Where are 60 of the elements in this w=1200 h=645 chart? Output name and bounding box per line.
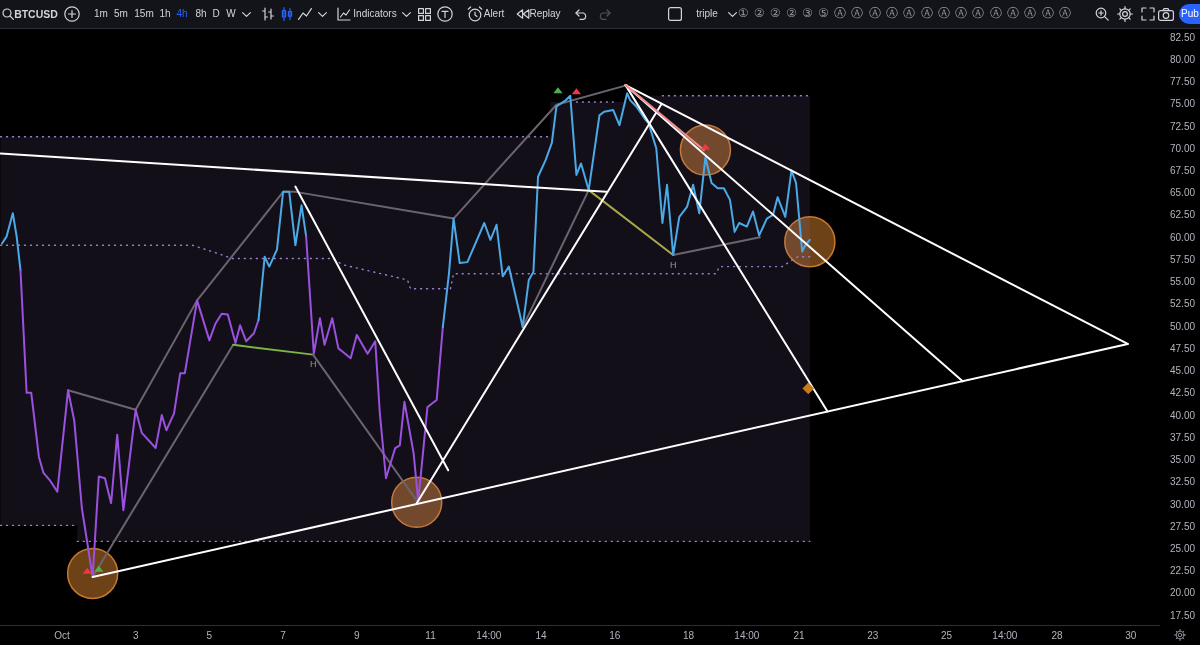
annotation: H [310, 359, 317, 369]
text: 15m [134, 7, 154, 21]
x-tick-label: 7 [280, 630, 287, 641]
y-tick-label: 82.50 [1170, 31, 1196, 43]
annotation: H [670, 260, 677, 270]
x-tick-label: 9 [354, 630, 361, 641]
y-tick-label: 37.50 [1170, 431, 1196, 443]
y-tick-label: 45.00 [1170, 365, 1196, 377]
y-tick-label: 80.00 [1170, 53, 1196, 65]
y-tick-label: 40.00 [1170, 409, 1196, 421]
x-tick-label: 30 [1125, 630, 1137, 641]
text: ①②②②③⑤ⒶⒶⒶⒶⒶⒶⒶⒶⒶⒶⒶⒶⒶⒶ [737, 6, 1077, 20]
y-tick-label: 30.00 [1170, 498, 1196, 510]
y-tick-label: 20.00 [1170, 587, 1196, 599]
text: 4h [176, 7, 188, 21]
y-tick-label: 32.50 [1170, 476, 1196, 488]
x-tick-label: 14:00 [734, 630, 760, 641]
x-tick-label: Oct [54, 630, 70, 641]
text: 1h [159, 7, 171, 21]
text: 1m [94, 7, 108, 21]
text: Replay [529, 7, 561, 21]
x-tick-label: 28 [1051, 630, 1064, 641]
x-tick-label: 14:00 [992, 630, 1018, 641]
y-tick-label: 57.50 [1170, 253, 1196, 265]
text: 8h [195, 7, 207, 21]
x-tick-label: 16 [609, 630, 621, 641]
y-tick-label: 75.00 [1170, 98, 1196, 110]
y-tick-label: 55.00 [1170, 276, 1196, 288]
x-tick-label: 21 [793, 630, 806, 641]
y-tick-label: 25.00 [1170, 543, 1196, 555]
y-tick-label: 35.00 [1170, 454, 1196, 466]
y-tick-label: 52.50 [1170, 298, 1196, 310]
text: BTCUSD [14, 7, 58, 21]
y-tick-label: 17.50 [1170, 609, 1196, 621]
y-tick-label: 50.00 [1170, 320, 1196, 332]
y-tick-label: 62.50 [1170, 209, 1196, 221]
y-tick-label: 77.50 [1170, 76, 1196, 88]
x-tick-label: 5 [206, 630, 213, 641]
y-tick-label: 22.50 [1170, 565, 1196, 577]
text: D [212, 7, 220, 21]
x-tick-label: 23 [867, 630, 879, 641]
x-tick-label: 11 [425, 630, 437, 641]
y-tick-label: 47.50 [1170, 342, 1196, 354]
x-tick-label: 14:00 [476, 630, 502, 641]
text: W [226, 7, 236, 21]
x-tick-label: 25 [940, 630, 953, 641]
y-tick-label: 72.50 [1170, 120, 1196, 132]
text: Alert [483, 7, 505, 21]
x-tick-label: 3 [132, 630, 139, 641]
text: 5m [114, 7, 128, 21]
y-tick-label: 65.00 [1170, 187, 1196, 199]
text: triple [696, 7, 718, 21]
y-tick-label: 60.00 [1170, 231, 1196, 243]
y-tick-label: 67.50 [1170, 165, 1196, 177]
y-tick-label: 27.50 [1170, 520, 1196, 532]
x-tick-label: 18 [682, 630, 695, 641]
y-tick-label: 42.50 [1170, 387, 1196, 399]
x-tick-label: 14 [535, 630, 548, 641]
text: Indicators [353, 7, 397, 21]
y-tick-label: 70.00 [1170, 142, 1196, 154]
